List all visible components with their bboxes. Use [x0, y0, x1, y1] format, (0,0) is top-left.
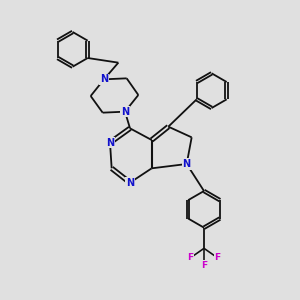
Text: F: F [214, 253, 220, 262]
Text: N: N [126, 178, 134, 188]
Text: F: F [188, 253, 194, 262]
Text: N: N [121, 107, 129, 117]
Text: N: N [183, 159, 191, 169]
Text: N: N [106, 138, 114, 148]
Text: N: N [100, 74, 108, 84]
Text: F: F [201, 261, 207, 270]
